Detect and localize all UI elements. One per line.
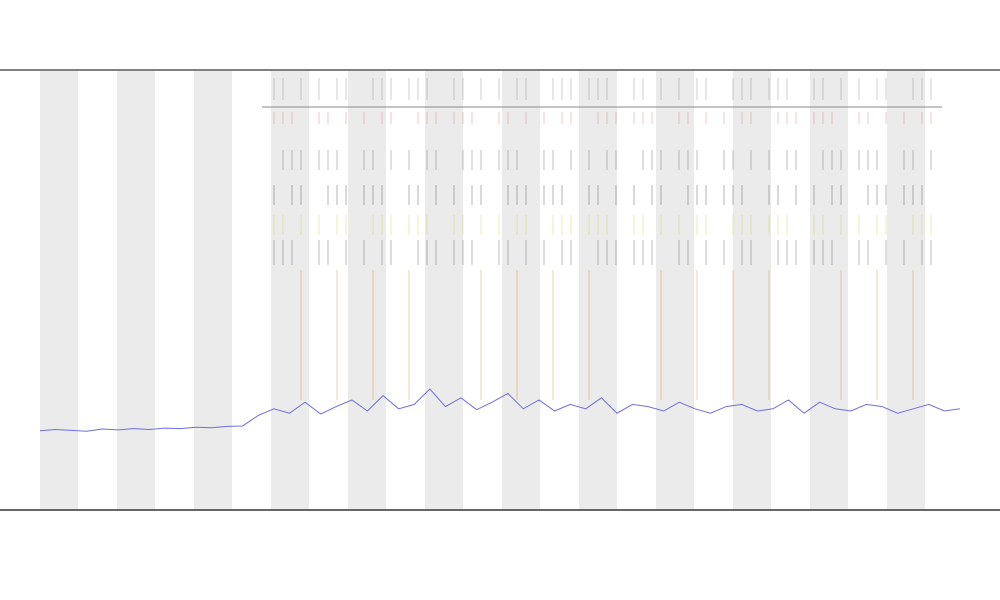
band [348, 71, 386, 509]
bands [40, 71, 925, 509]
data-line [39, 388, 961, 432]
band [194, 71, 232, 509]
band [810, 71, 848, 509]
band [40, 71, 78, 509]
band [579, 71, 617, 509]
track-marks [273, 78, 932, 400]
band [656, 71, 694, 509]
band [733, 71, 771, 509]
band [502, 71, 540, 509]
band [117, 71, 155, 509]
band [887, 71, 925, 509]
band [271, 71, 309, 509]
band [425, 71, 463, 509]
